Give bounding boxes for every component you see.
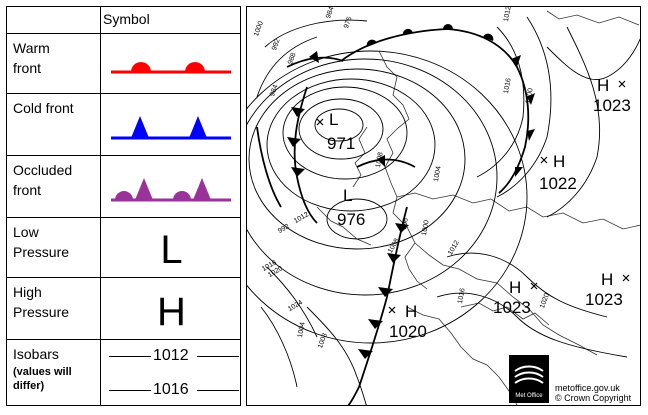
legend-row-cold-front: Cold front [7, 93, 240, 155]
isobars-note-2: differ) [13, 380, 45, 392]
isobar-sample-1012: 1012 [103, 346, 240, 366]
low-centre-letter: L [329, 110, 339, 129]
met-office-logo: Met Office [509, 355, 549, 403]
isobar-value: 1012 [153, 347, 189, 364]
isobar-line-left [109, 390, 151, 391]
warm-front-label-2: front [13, 60, 42, 76]
warm-front-bumps [309, 24, 535, 177]
isobar-line-right [197, 390, 239, 391]
isobar-line-right [197, 356, 239, 357]
high-centre-value: 1023 [493, 298, 531, 317]
occluded-front-label-2: front [13, 182, 42, 198]
met-office-logo-mark: Met Office [514, 365, 544, 399]
high-centre-value: 1023 [593, 96, 631, 115]
coastlines [316, 10, 640, 405]
isobars-label: Isobars [13, 346, 59, 362]
high-centre-letter: H [597, 76, 610, 95]
cold-front-barbs [287, 107, 409, 359]
isobar-sample-1016: 1016 [103, 380, 240, 400]
high-centre-value: 1023 [585, 290, 623, 309]
legend-row-warm-front: Warm front [7, 33, 240, 93]
cross-marker [388, 306, 396, 314]
high-centre-letter: H [509, 278, 522, 297]
legend-row-high-pressure: High Pressure H [7, 277, 240, 339]
cross-marker [618, 80, 626, 88]
cross-marker [530, 282, 538, 290]
symbol-legend: Symbol Warm front Cold front Occluded fr… [6, 6, 241, 406]
legend-row-occluded-front: Occluded front [7, 155, 240, 217]
high-pressure-label-1: High [13, 284, 42, 300]
credit-copyright: © Crown Copyright [555, 393, 632, 403]
high-centre-value: 1020 [389, 322, 427, 341]
cross-marker [316, 118, 324, 126]
svg-text:Met Office: Met Office [515, 393, 543, 399]
legend-header: Symbol [103, 11, 150, 27]
high-pressure-symbol: H [157, 290, 186, 334]
isobars [247, 16, 640, 405]
legend-row-low-pressure: Low Pressure L [7, 217, 240, 277]
synoptic-chart: L 971 L 976 H 1023 H 1022 H 1020 H 1023 … [246, 6, 641, 406]
isobar-line-left [109, 356, 151, 357]
low-centre-letter: L [343, 186, 353, 205]
high-centre-value: 1022 [539, 174, 577, 193]
low-pressure-label-1: Low [13, 224, 39, 240]
centre-markers [316, 80, 630, 314]
cold-front-symbol [111, 116, 231, 140]
met-office-credit: Met Office metoffice.gov.uk © Crown Copy… [509, 355, 639, 403]
low-pressure-symbol: L [160, 228, 183, 272]
cross-marker [540, 156, 548, 164]
low-centre-value: 971 [327, 134, 356, 153]
synoptic-chart-drawing [247, 10, 640, 405]
low-pressure-label-2: Pressure [13, 244, 70, 260]
high-centre-letter: H [601, 270, 614, 289]
low-centre-value: 976 [337, 210, 366, 229]
credit-site: metoffice.gov.uk [555, 383, 620, 393]
warm-front-symbol [111, 62, 231, 74]
isobar-value: 1016 [153, 381, 189, 398]
cold-front-label: Cold front [13, 100, 74, 116]
cross-marker [622, 274, 630, 282]
warm-front-label-1: Warm [13, 40, 50, 56]
legend-row-isobars: Isobars (values will differ) 1012 1016 [7, 339, 240, 405]
isobars-note-1: (values will [13, 366, 72, 378]
high-centre-letter: H [405, 302, 418, 321]
occluded-front-symbol [111, 178, 231, 202]
high-centre-letter: H [553, 152, 566, 171]
occluded-front-label-1: Occluded [13, 162, 73, 178]
high-pressure-label-2: Pressure [13, 304, 70, 320]
legend-divider [100, 7, 101, 405]
